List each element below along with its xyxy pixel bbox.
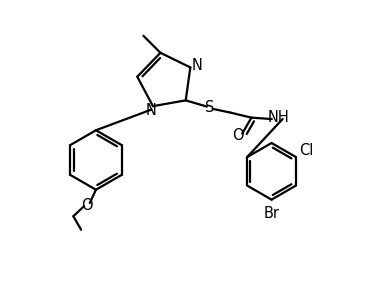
Text: Br: Br — [264, 206, 279, 221]
Text: Cl: Cl — [299, 144, 313, 158]
Text: O: O — [81, 198, 92, 213]
Text: NH: NH — [268, 110, 290, 125]
Text: S: S — [205, 100, 214, 115]
Text: N: N — [145, 103, 156, 118]
Text: N: N — [191, 57, 202, 73]
Text: O: O — [232, 128, 244, 143]
